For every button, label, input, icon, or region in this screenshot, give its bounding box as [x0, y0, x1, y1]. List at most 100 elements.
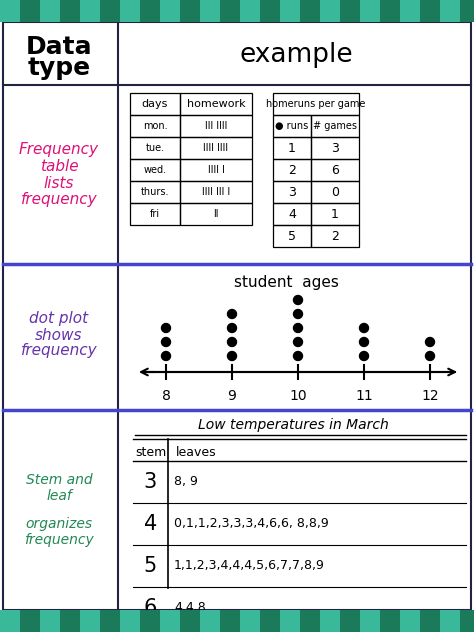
- Bar: [320, 0, 340, 22]
- Circle shape: [228, 351, 237, 360]
- Circle shape: [426, 351, 435, 360]
- Bar: [311, 203, 359, 225]
- Text: 2: 2: [331, 229, 339, 243]
- Bar: [180, 181, 252, 203]
- Bar: [120, 0, 140, 22]
- Bar: [240, 610, 260, 632]
- Text: table: table: [40, 159, 78, 174]
- Bar: [60, 610, 80, 632]
- Bar: [20, 0, 40, 22]
- Text: 9: 9: [228, 389, 237, 403]
- Text: 8: 8: [162, 389, 171, 403]
- Bar: [180, 137, 252, 159]
- Circle shape: [162, 324, 171, 332]
- Bar: [130, 159, 180, 181]
- Bar: [440, 610, 460, 632]
- Text: frequency: frequency: [24, 533, 94, 547]
- Text: Data: Data: [26, 35, 92, 59]
- Bar: [220, 610, 240, 632]
- Bar: [380, 0, 400, 22]
- Text: Frequency: Frequency: [19, 142, 99, 157]
- Bar: [200, 610, 220, 632]
- Bar: [160, 0, 180, 22]
- Bar: [273, 93, 359, 115]
- Bar: [273, 225, 311, 247]
- Bar: [380, 610, 400, 632]
- Bar: [130, 181, 180, 203]
- Text: homework: homework: [187, 99, 246, 109]
- Bar: [360, 610, 380, 632]
- Bar: [260, 610, 280, 632]
- Bar: [340, 610, 360, 632]
- Bar: [100, 610, 120, 632]
- Bar: [0, 0, 20, 22]
- Text: Stem and: Stem and: [26, 473, 92, 487]
- Text: 1: 1: [288, 142, 296, 154]
- Bar: [311, 225, 359, 247]
- Text: 6: 6: [144, 598, 157, 618]
- Bar: [311, 137, 359, 159]
- Text: 4: 4: [144, 514, 157, 534]
- Bar: [40, 0, 60, 22]
- Bar: [130, 137, 180, 159]
- Text: student  ages: student ages: [234, 274, 338, 289]
- Text: llll l: llll l: [208, 165, 224, 175]
- Circle shape: [293, 310, 302, 319]
- Bar: [280, 610, 300, 632]
- Circle shape: [359, 337, 368, 346]
- Text: 3: 3: [144, 472, 157, 492]
- Text: 11: 11: [355, 389, 373, 403]
- Bar: [60, 0, 80, 22]
- Bar: [420, 610, 440, 632]
- Bar: [20, 610, 40, 632]
- Text: lists: lists: [44, 176, 74, 191]
- Text: 4: 4: [288, 207, 296, 221]
- Text: 5: 5: [288, 229, 296, 243]
- Bar: [80, 610, 100, 632]
- Text: 0: 0: [331, 186, 339, 198]
- Bar: [460, 610, 474, 632]
- Circle shape: [162, 337, 171, 346]
- Text: shows: shows: [35, 327, 83, 343]
- Circle shape: [293, 296, 302, 305]
- Bar: [130, 203, 180, 225]
- Bar: [311, 115, 359, 137]
- Bar: [180, 610, 200, 632]
- Bar: [100, 0, 120, 22]
- Text: mon.: mon.: [143, 121, 167, 131]
- Text: 1,1,2,3,4,4,4,5,6,7,7,8,9: 1,1,2,3,4,4,4,5,6,7,7,8,9: [174, 559, 325, 573]
- Bar: [400, 610, 420, 632]
- Bar: [180, 159, 252, 181]
- Bar: [273, 115, 311, 137]
- Circle shape: [359, 324, 368, 332]
- Text: 2: 2: [288, 164, 296, 176]
- Circle shape: [293, 324, 302, 332]
- Bar: [180, 203, 252, 225]
- Bar: [273, 181, 311, 203]
- Text: example: example: [239, 42, 353, 68]
- Text: 10: 10: [289, 389, 307, 403]
- Text: days: days: [142, 99, 168, 109]
- Text: homeruns per game: homeruns per game: [266, 99, 365, 109]
- Bar: [311, 181, 359, 203]
- Circle shape: [293, 337, 302, 346]
- Bar: [300, 610, 320, 632]
- Text: 5: 5: [144, 556, 157, 576]
- Text: frequency: frequency: [21, 192, 97, 207]
- Circle shape: [359, 351, 368, 360]
- Text: Low temperatures in March: Low temperatures in March: [198, 418, 389, 432]
- Bar: [420, 0, 440, 22]
- Circle shape: [293, 351, 302, 360]
- Circle shape: [162, 351, 171, 360]
- Bar: [120, 610, 140, 632]
- Text: wed.: wed.: [144, 165, 166, 175]
- Text: llll lll l: llll lll l: [202, 187, 230, 197]
- Text: stem: stem: [135, 446, 166, 458]
- Bar: [200, 0, 220, 22]
- Bar: [0, 610, 20, 632]
- Text: dot plot: dot plot: [29, 312, 89, 327]
- Bar: [273, 203, 311, 225]
- Text: fri: fri: [150, 209, 160, 219]
- Bar: [140, 610, 160, 632]
- Text: 12: 12: [421, 389, 439, 403]
